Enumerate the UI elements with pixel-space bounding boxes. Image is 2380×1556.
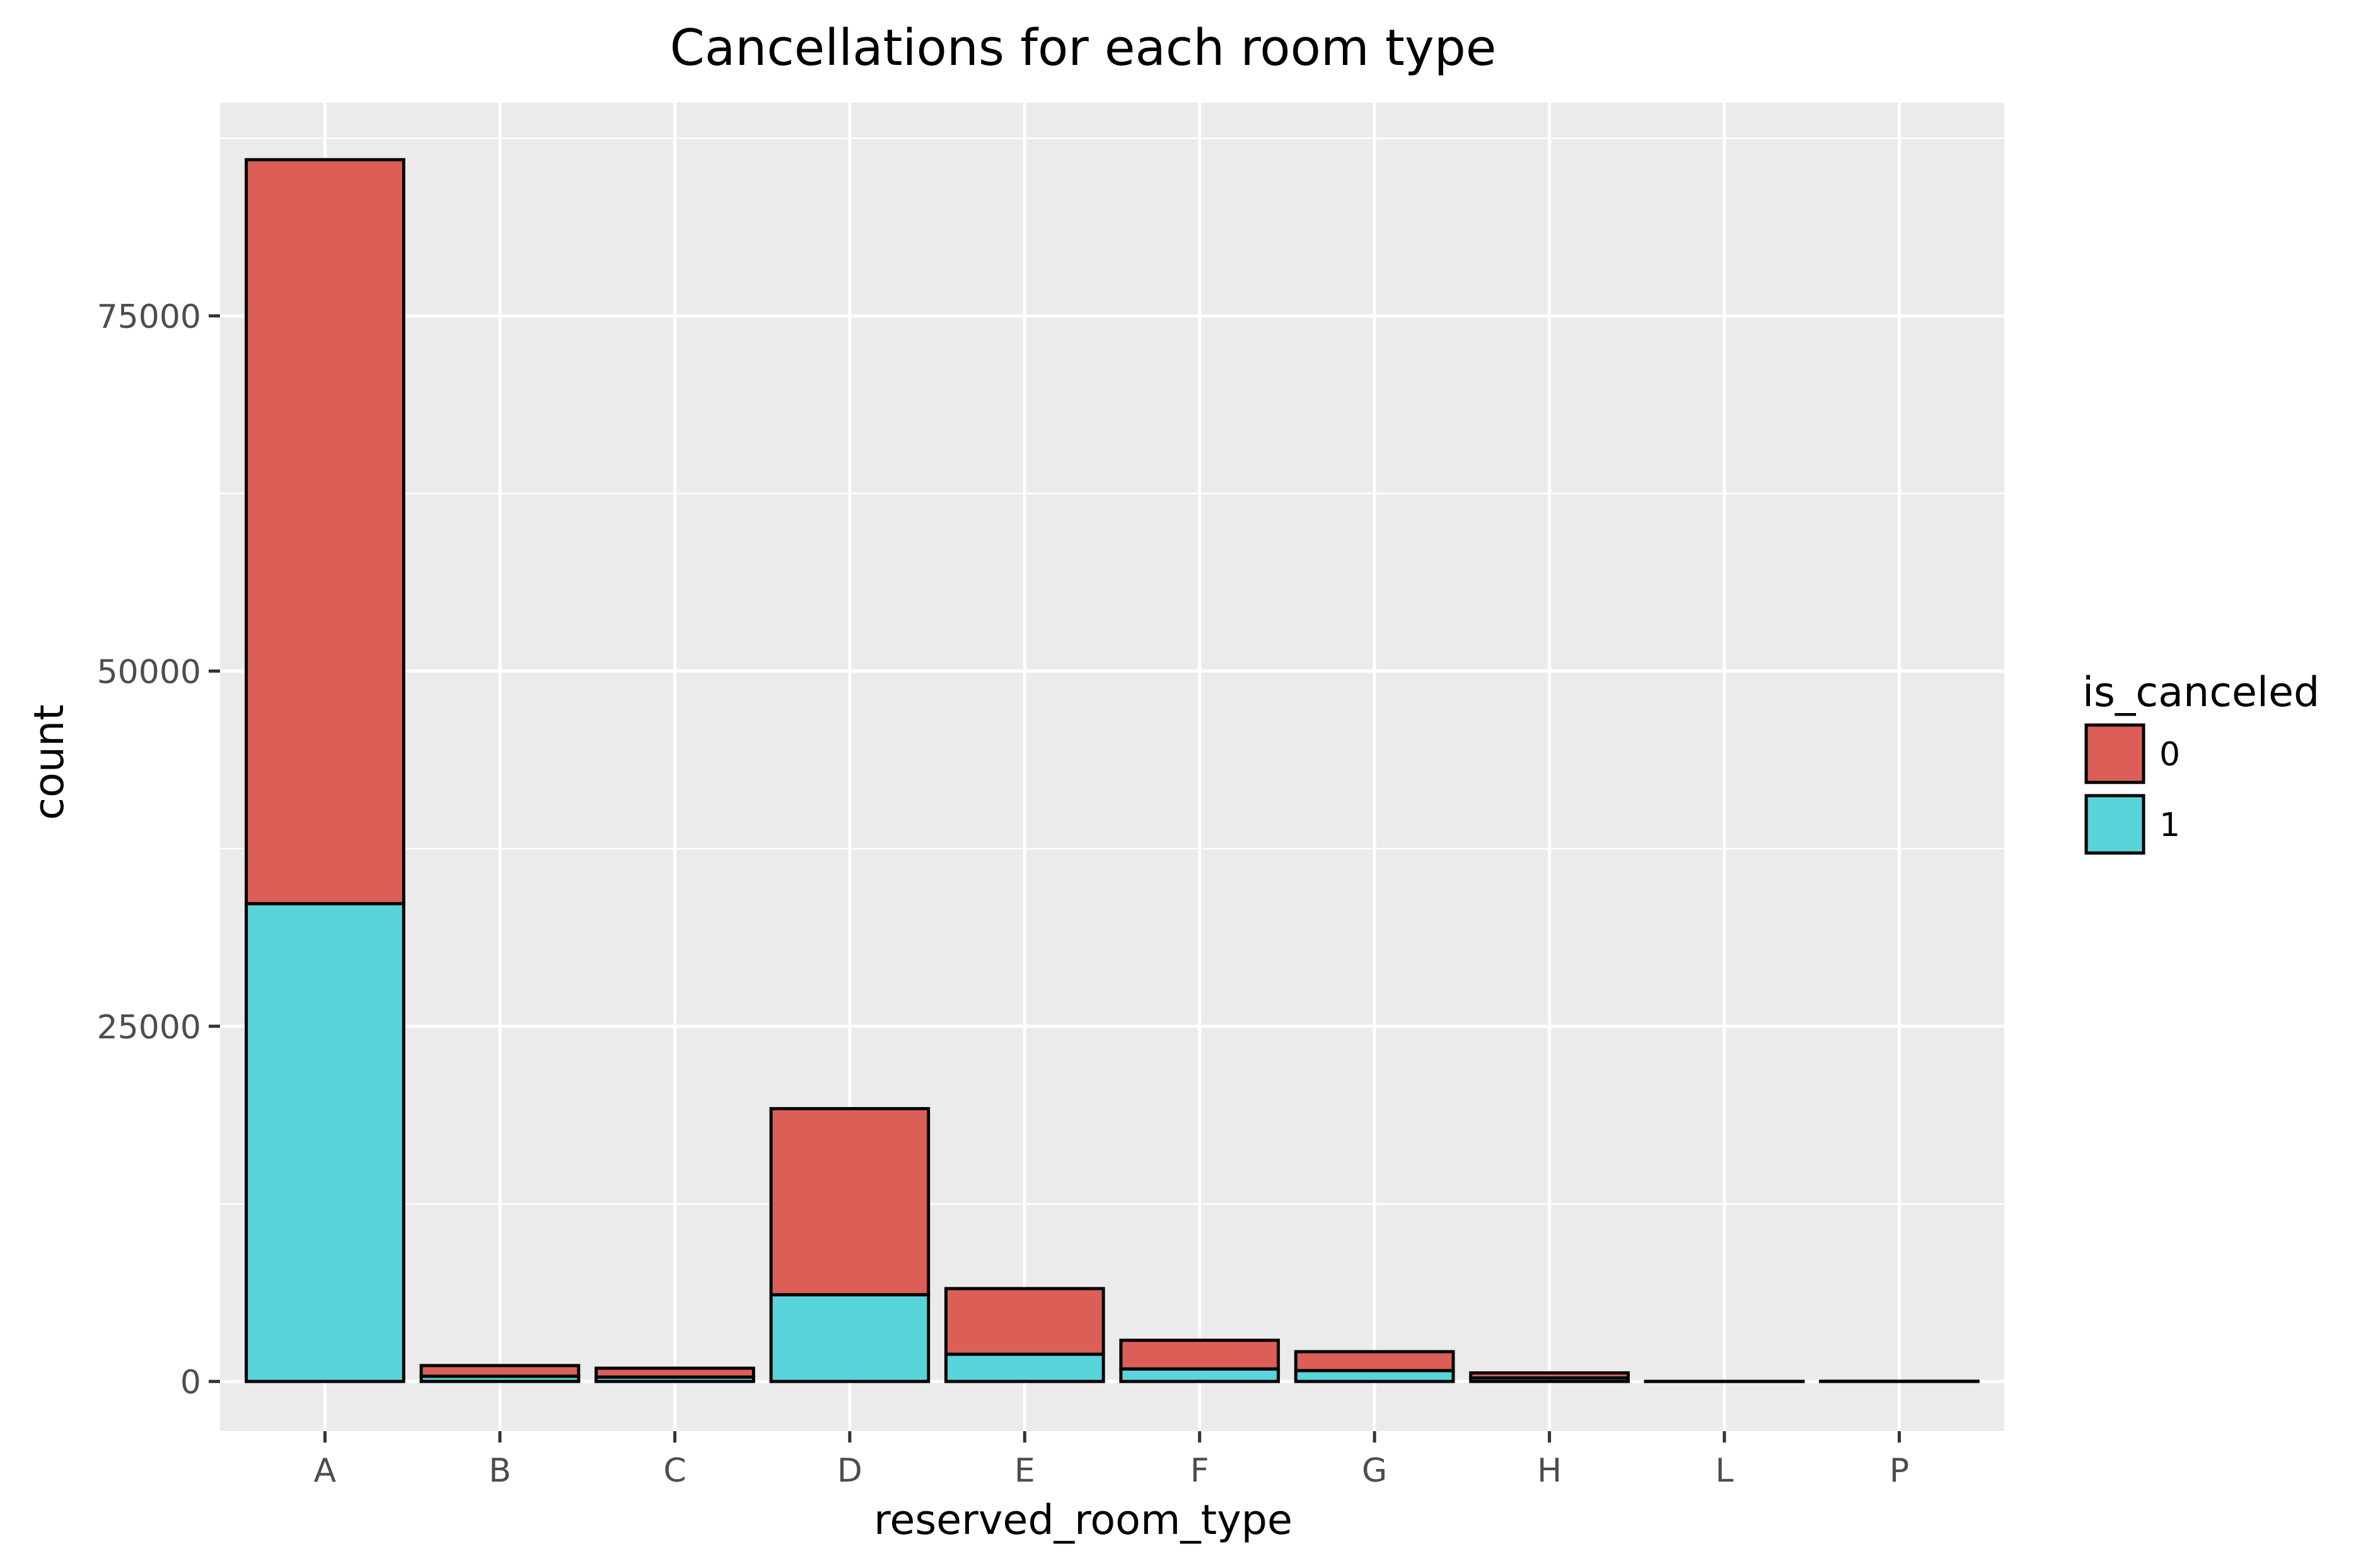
y-axis-title: count — [26, 704, 73, 820]
x-tick-label-H: H — [1537, 1452, 1562, 1490]
chart-title: Cancellations for each room type — [670, 19, 1497, 77]
bar-A-0 — [245, 158, 405, 905]
legend-label-0: 0 — [2159, 736, 2180, 774]
x-axis-title: reserved_room_type — [874, 1497, 1292, 1544]
bar-B-0 — [419, 1364, 581, 1378]
x-tick-label-E: E — [1014, 1452, 1035, 1490]
x-tick-label-G: G — [1362, 1452, 1387, 1490]
legend-title: is_canceled — [2082, 669, 2319, 716]
bar-D-0 — [769, 1106, 931, 1297]
bar-C-0 — [595, 1366, 755, 1379]
x-tick-label-B: B — [489, 1452, 511, 1490]
legend: is_canceled 0 1 — [2082, 669, 2319, 855]
y-tick-label: 75000 — [97, 298, 201, 336]
bar-G-1 — [1294, 1369, 1455, 1383]
bars — [245, 158, 1980, 1383]
y-tick-label: 0 — [180, 1364, 201, 1402]
legend-swatch-0 — [2084, 723, 2145, 784]
plot-panel — [220, 103, 2004, 1431]
x-tick-label-L: L — [1715, 1452, 1734, 1490]
bar-A-1 — [245, 902, 405, 1383]
axes: 0 25000 50000 75000 A B C D E F G H L P — [97, 298, 1910, 1490]
y-tick-label: 50000 — [97, 653, 201, 691]
bar-E-1 — [944, 1352, 1105, 1383]
legend-label-1: 1 — [2159, 806, 2180, 844]
x-tick-label-P: P — [1889, 1452, 1909, 1490]
bar-F-1 — [1119, 1367, 1280, 1383]
bar-E-0 — [944, 1287, 1105, 1356]
y-tick-label: 25000 — [97, 1009, 201, 1047]
legend-swatch-1 — [2084, 794, 2145, 855]
x-tick-label-D: D — [837, 1452, 862, 1490]
x-tick-label-A: A — [314, 1452, 337, 1490]
x-tick-label-F: F — [1190, 1452, 1209, 1490]
x-tick-label-C: C — [663, 1452, 686, 1490]
bar-G-0 — [1294, 1350, 1455, 1373]
bar-H-0 — [1469, 1371, 1630, 1380]
bar-F-0 — [1119, 1338, 1280, 1371]
bar-D-1 — [769, 1293, 931, 1383]
grid-lines — [220, 103, 2004, 1431]
